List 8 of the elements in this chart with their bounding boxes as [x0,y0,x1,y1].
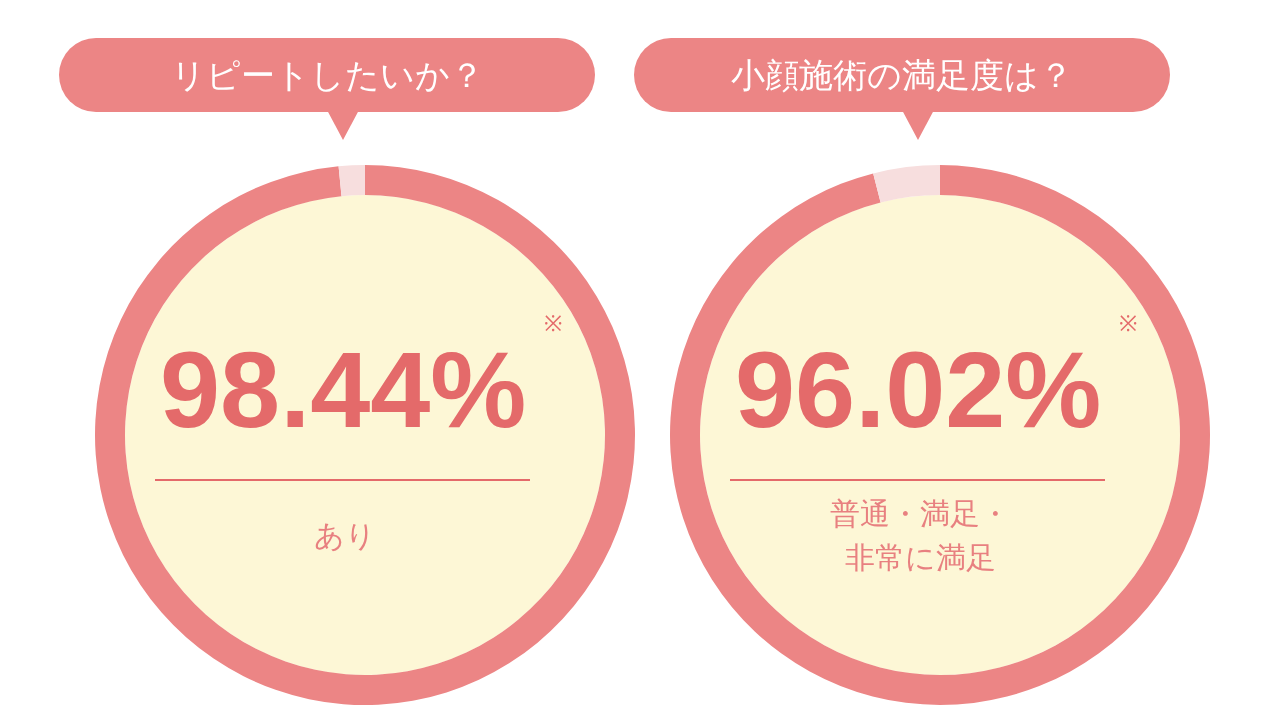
text: ※ [544,310,562,336]
slice-label: 普通・満足・非常に満足 [830,495,1010,575]
data-label: 98.44% [160,328,527,450]
chart-title: リピートしたいか？ [59,38,595,112]
slice-label: あり [314,517,376,553]
chart-title: 小顔施術の満足度は？ [634,38,1170,112]
text: ※ [1119,310,1137,336]
data-label: 96.02% [735,328,1102,450]
